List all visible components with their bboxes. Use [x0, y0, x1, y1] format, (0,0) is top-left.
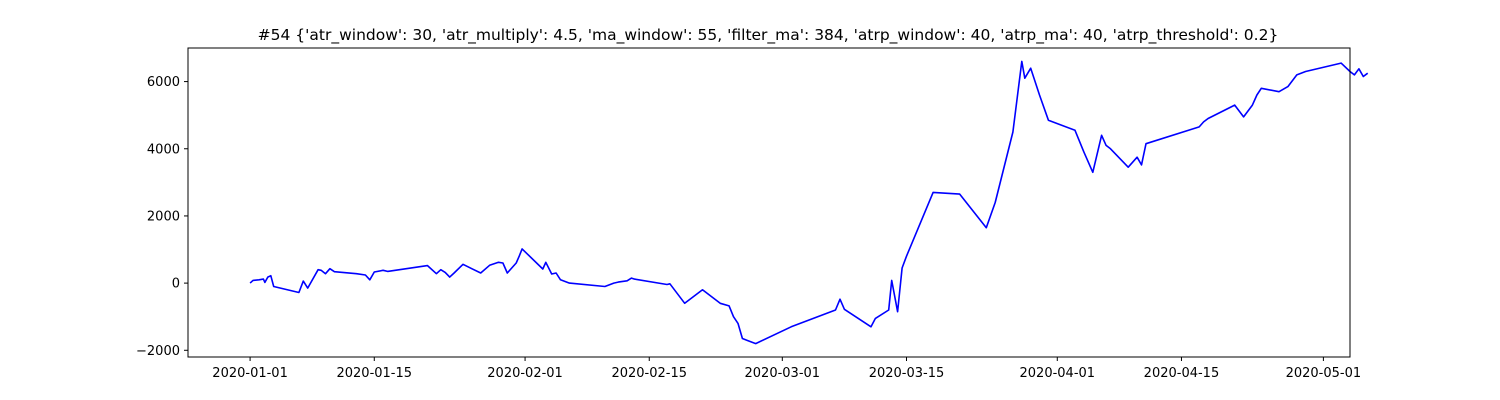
y-tick-label: 4000	[147, 142, 180, 157]
plot-area	[187, 47, 1351, 358]
x-tick-label: 2020-05-01	[1286, 366, 1362, 381]
y-tick-label: 0	[172, 277, 180, 292]
chart-title: #54 {'atr_window': 30, 'atr_multiply': 4…	[258, 26, 1279, 45]
x-tick-label: 2020-04-01	[1020, 366, 1096, 381]
y-tick-label: 2000	[147, 209, 180, 224]
x-tick-label: 2020-03-15	[869, 366, 945, 381]
y-tick-label: 6000	[147, 75, 180, 90]
x-tick-label: 2020-01-01	[212, 366, 288, 381]
y-axis: −2000 0 2000 4000 6000	[136, 75, 188, 359]
series-layer	[249, 60, 1369, 345]
x-tick-label: 2020-02-01	[487, 366, 563, 381]
x-tick-label: 2020-02-15	[611, 366, 687, 381]
x-axis: 2020-01-01 2020-01-15 2020-02-01 2020-02-15…	[212, 357, 1361, 381]
x-tick-label: 2020-01-15	[336, 366, 412, 381]
series-line-0	[249, 60, 1369, 345]
x-tick-label: 2020-03-01	[745, 366, 821, 381]
y-tick-label: −2000	[136, 344, 180, 359]
x-tick-label: 2020-04-15	[1144, 366, 1220, 381]
